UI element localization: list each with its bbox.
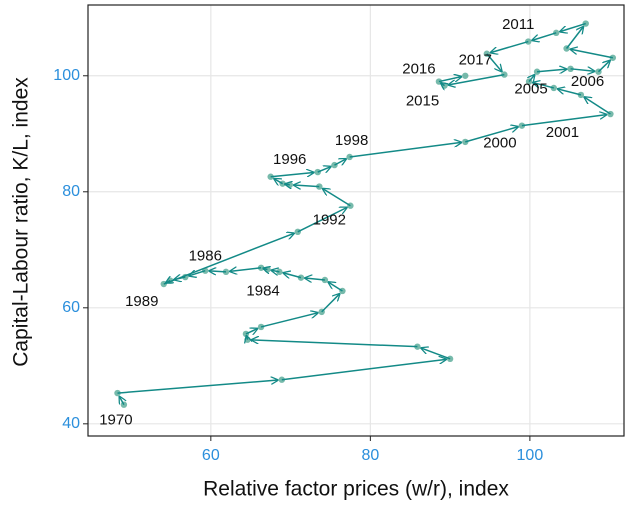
arrow-segment [317,167,331,172]
arrow-segment [246,336,247,340]
arrow-segment [584,97,611,115]
arrow-segment [532,32,557,41]
arrow-segment [533,83,554,89]
point-label: 1984 [246,283,279,300]
arrow-segment [305,278,325,280]
arrow-segment [448,73,505,85]
point [257,323,265,331]
arrow-segment [189,271,206,276]
arrow-segment [438,77,461,83]
arrow-segment [321,294,340,313]
arrow-segment [560,22,586,32]
point-label: 1970 [99,412,132,429]
arrow-segment [209,271,227,272]
arrow-segment [245,329,258,334]
point-label: 2000 [483,135,516,152]
arrow-segment [529,75,534,82]
arrow-segment [565,27,584,49]
arrow-segment [263,268,267,269]
arrow-segment [486,53,502,72]
point-label: 1989 [125,293,158,310]
arrow-segment [349,142,462,158]
point-label: 1986 [189,248,222,265]
arrow-segment [281,359,446,381]
point-label: 2011 [502,16,534,33]
x-tick-label: 60 [202,447,220,464]
arrow-segment [421,348,451,360]
point-label: 2001 [546,124,579,141]
arrow-segment [283,273,302,278]
arrow-segment [465,127,518,143]
point-label: 1996 [273,151,306,168]
point-label: 2017 [459,52,492,69]
arrow-segment [294,185,320,187]
point [278,376,286,383]
arrow-segment [597,61,609,73]
plot-border [87,4,625,437]
arrow-segment [119,397,123,406]
arrow-segment [334,159,346,165]
arrow-segment [274,179,283,184]
arrow-segment [491,40,529,53]
point-label: 1992 [313,212,346,229]
y-tick-label: 100 [53,67,80,84]
point-label: 2015 [406,93,439,110]
arrow-segment [570,49,613,59]
arrow-segment [558,89,582,96]
y-tick-label: 80 [62,183,80,200]
arrow-segment [163,233,294,285]
x-axis-title: Relative factor prices (w/r), index [203,478,509,501]
arrow-segment [570,69,595,71]
x-tick-label: 100 [517,447,544,464]
arrow-segment [285,184,290,185]
x-tick-label: 80 [361,447,379,464]
arrow-segment [271,270,280,272]
point-label: 2005 [514,81,547,98]
arrow-segment [328,282,343,292]
arrow-segment [323,189,351,207]
arrow-segment [297,207,347,233]
point-label: 1998 [335,132,368,149]
plot-panel [88,5,624,436]
point-label: 2016 [402,61,435,78]
point [550,84,558,92]
arrow-segment [117,380,278,394]
y-tick-label: 40 [62,415,80,432]
y-tick-label: 60 [62,299,80,316]
arrow-segment [230,268,262,272]
y-axis-title: Capital-Labour ratio, K/L, index [10,77,33,367]
arrow-segment [441,83,445,86]
point-label: 2006 [571,73,604,90]
point [462,72,469,79]
arrow-segment [521,115,607,127]
arrow-segment [536,69,567,72]
arrow-segment [260,313,318,328]
arrow-segment [270,172,314,178]
arrow-segment [252,340,418,348]
